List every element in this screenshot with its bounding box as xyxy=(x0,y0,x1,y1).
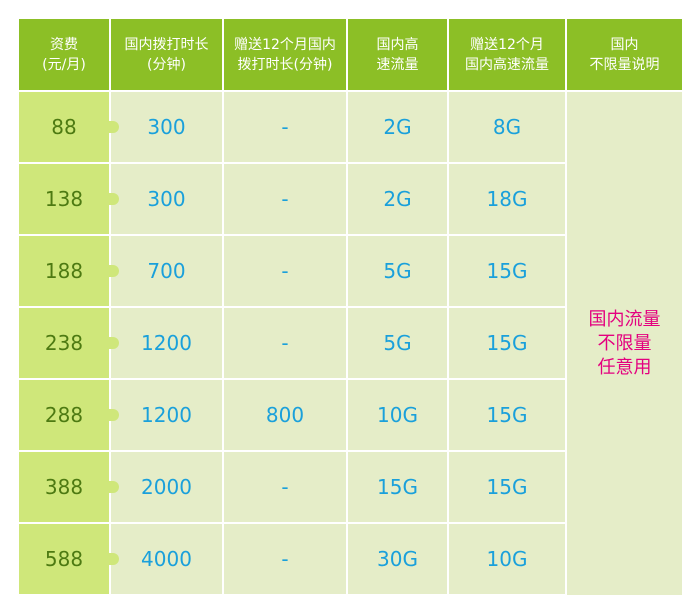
header-bonus-data: 赠送12个月 国内高速流量 xyxy=(449,19,565,90)
unlimited-note-line1: 国内流量 xyxy=(588,308,661,330)
minutes-cell: 1200 xyxy=(111,308,222,378)
minutes-cell: 300 xyxy=(111,92,222,162)
minutes-cell: 700 xyxy=(111,236,222,306)
minutes-cell: 300 xyxy=(111,164,222,234)
header-data-line2: 速流量 xyxy=(376,56,419,73)
data-cell: 2G xyxy=(348,92,447,162)
header-data: 国内高 速流量 xyxy=(348,19,447,90)
bonus-data-cell: 15G xyxy=(449,380,565,450)
row-arrow-notch xyxy=(109,265,119,277)
header-minutes-line2: (分钟) xyxy=(147,56,186,73)
bonus-data-cell: 15G xyxy=(449,308,565,378)
unlimited-note-line3: 任意用 xyxy=(597,356,652,378)
fee-cell: 588 xyxy=(19,524,109,594)
bonus-data-cell: 8G xyxy=(449,92,565,162)
fee-cell: 388 xyxy=(19,452,109,522)
bonus-minutes-cell: - xyxy=(224,452,346,522)
header-minutes-line1: 国内拨打时长 xyxy=(124,36,209,53)
bonus-data-cell: 15G xyxy=(449,236,565,306)
fee-cell: 188 xyxy=(19,236,109,306)
data-cell: 15G xyxy=(348,452,447,522)
header-bonus-data-line1: 赠送12个月 xyxy=(470,36,544,53)
header-unlimited-note-line2: 不限量说明 xyxy=(589,56,660,73)
plan-table: 资费 (元/月) 国内拨打时长 (分钟) 赠送12个月国内 拨打时长(分钟) 国内高速… xyxy=(19,19,682,595)
header-bonus-minutes-line1: 赠送12个月国内 xyxy=(234,36,336,53)
bonus-data-cell: 18G xyxy=(449,164,565,234)
header-unlimited-note-line1: 国内 xyxy=(610,36,639,53)
data-cell: 5G xyxy=(348,308,447,378)
fee-cell: 138 xyxy=(19,164,109,234)
minutes-cell: 2000 xyxy=(111,452,222,522)
minutes-cell: 4000 xyxy=(111,524,222,594)
unlimited-note: 国内流量 不限量 任意用 xyxy=(567,92,682,595)
bonus-minutes-cell: - xyxy=(224,308,346,378)
bonus-minutes-cell: 800 xyxy=(224,380,346,450)
header-fee-line2: (元/月) xyxy=(42,56,86,73)
row-arrow-notch xyxy=(109,481,119,493)
data-cell: 30G xyxy=(348,524,447,594)
bonus-data-cell: 10G xyxy=(449,524,565,594)
bonus-minutes-cell: - xyxy=(224,524,346,594)
header-data-line1: 国内高 xyxy=(376,36,419,53)
data-cell: 5G xyxy=(348,236,447,306)
header-fee: 资费 (元/月) xyxy=(19,19,109,90)
data-cell: 10G xyxy=(348,380,447,450)
fee-cell: 288 xyxy=(19,380,109,450)
row-arrow-notch xyxy=(109,337,119,349)
bonus-data-cell: 15G xyxy=(449,452,565,522)
bonus-minutes-cell: - xyxy=(224,92,346,162)
header-bonus-minutes-line2: 拨打时长(分钟) xyxy=(237,56,333,73)
row-arrow-notch xyxy=(109,553,119,565)
bonus-minutes-cell: - xyxy=(224,164,346,234)
minutes-cell: 1200 xyxy=(111,380,222,450)
fee-cell: 238 xyxy=(19,308,109,378)
header-minutes: 国内拨打时长 (分钟) xyxy=(111,19,222,90)
row-arrow-notch xyxy=(109,121,119,133)
unlimited-note-line2: 不限量 xyxy=(597,332,652,354)
data-cell: 2G xyxy=(348,164,447,234)
row-arrow-notch xyxy=(109,409,119,421)
bonus-minutes-cell: - xyxy=(224,236,346,306)
header-fee-line1: 资费 xyxy=(49,36,78,53)
fee-cell: 88 xyxy=(19,92,109,162)
header-bonus-minutes: 赠送12个月国内 拨打时长(分钟) xyxy=(224,19,346,90)
header-unlimited-note: 国内 不限量说明 xyxy=(567,19,682,90)
header-bonus-data-line2: 国内高速流量 xyxy=(465,56,549,73)
row-arrow-notch xyxy=(109,193,119,205)
